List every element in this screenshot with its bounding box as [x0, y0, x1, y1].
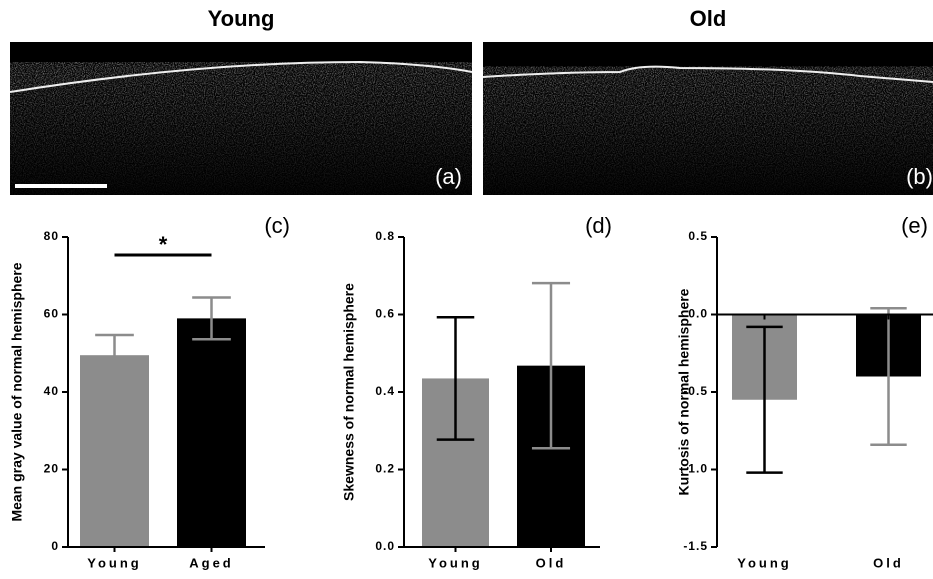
x-tick-label: Old — [536, 555, 567, 570]
y-tick-label: -1.0 — [683, 462, 708, 476]
error-bar — [870, 307, 907, 446]
y-tick-label: 80 — [44, 229, 59, 243]
y-tick-label: 60 — [44, 307, 59, 321]
y-axis-label: Mean gray value of normal hemisphere — [9, 262, 25, 521]
x-tick-label: Young — [428, 555, 482, 570]
image-title: Young — [208, 6, 275, 31]
y-tick-label: 0.4 — [375, 384, 395, 398]
bar — [177, 318, 246, 547]
y-tick-label: 40 — [44, 384, 59, 398]
y-tick-label: 0 — [51, 539, 59, 553]
y-tick-label: 0.5 — [688, 229, 708, 243]
y-tick-label: -0.5 — [683, 384, 708, 398]
y-tick-label: 0.8 — [375, 229, 395, 243]
y-tick-label: 20 — [44, 462, 59, 476]
image-a — [10, 42, 472, 195]
x-tick-label: Young — [87, 555, 141, 570]
y-axis-label: Kurtosis of normal hemisphere — [676, 288, 692, 495]
y-tick-label: 0.2 — [375, 462, 395, 476]
y-tick-label: 0.6 — [375, 307, 395, 321]
x-tick-label: Young — [737, 555, 791, 570]
error-bar — [746, 325, 783, 474]
significance-mark: * — [159, 232, 168, 257]
image-title: Old — [690, 6, 727, 31]
y-tick-label: 0.0 — [688, 307, 708, 321]
bar — [80, 355, 149, 547]
x-tick-label: Old — [873, 555, 904, 570]
error-bar — [436, 315, 475, 441]
y-tick-label: -1.5 — [683, 539, 708, 553]
panel-label: (d) — [585, 213, 612, 238]
panel-label: (c) — [264, 213, 290, 238]
error-bar — [531, 281, 571, 450]
error-bar — [95, 333, 134, 377]
panel-label: (a) — [435, 164, 462, 189]
y-axis-label: Skewness of normal hemisphere — [341, 283, 357, 501]
error-bar — [192, 296, 231, 341]
y-tick-label: 0.0 — [375, 539, 395, 553]
image-b — [483, 42, 933, 195]
x-tick-label: Aged — [189, 555, 234, 570]
panel-label: (b) — [906, 164, 933, 189]
panel-label: (e) — [901, 213, 928, 238]
